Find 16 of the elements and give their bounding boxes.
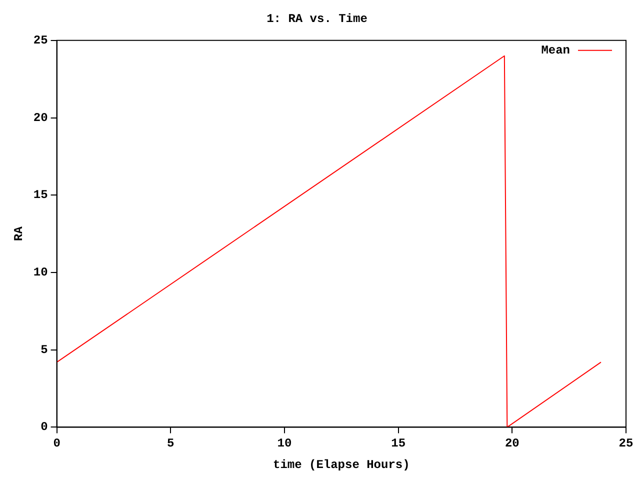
x-tick-label: 0: [53, 436, 60, 450]
x-tick-label: 10: [277, 436, 292, 450]
y-tick-label: 15: [33, 188, 48, 202]
y-tick-label: 25: [33, 33, 48, 48]
y-tick-label: 0: [40, 420, 48, 434]
y-axis-title: RA: [12, 226, 26, 242]
chart-title: 1: RA vs. Time: [266, 12, 368, 26]
x-tick-label: 25: [618, 436, 634, 450]
legend-label: Mean: [541, 43, 570, 58]
x-tick-label: 5: [167, 436, 174, 450]
x-axis-title: time (Elapse Hours): [272, 458, 410, 472]
y-tick-label: 10: [33, 265, 48, 280]
y-tick-label: 5: [40, 342, 48, 357]
y-tick-label: 20: [33, 110, 48, 125]
x-tick-label: 20: [504, 436, 520, 450]
x-tick-label: 15: [391, 436, 406, 450]
